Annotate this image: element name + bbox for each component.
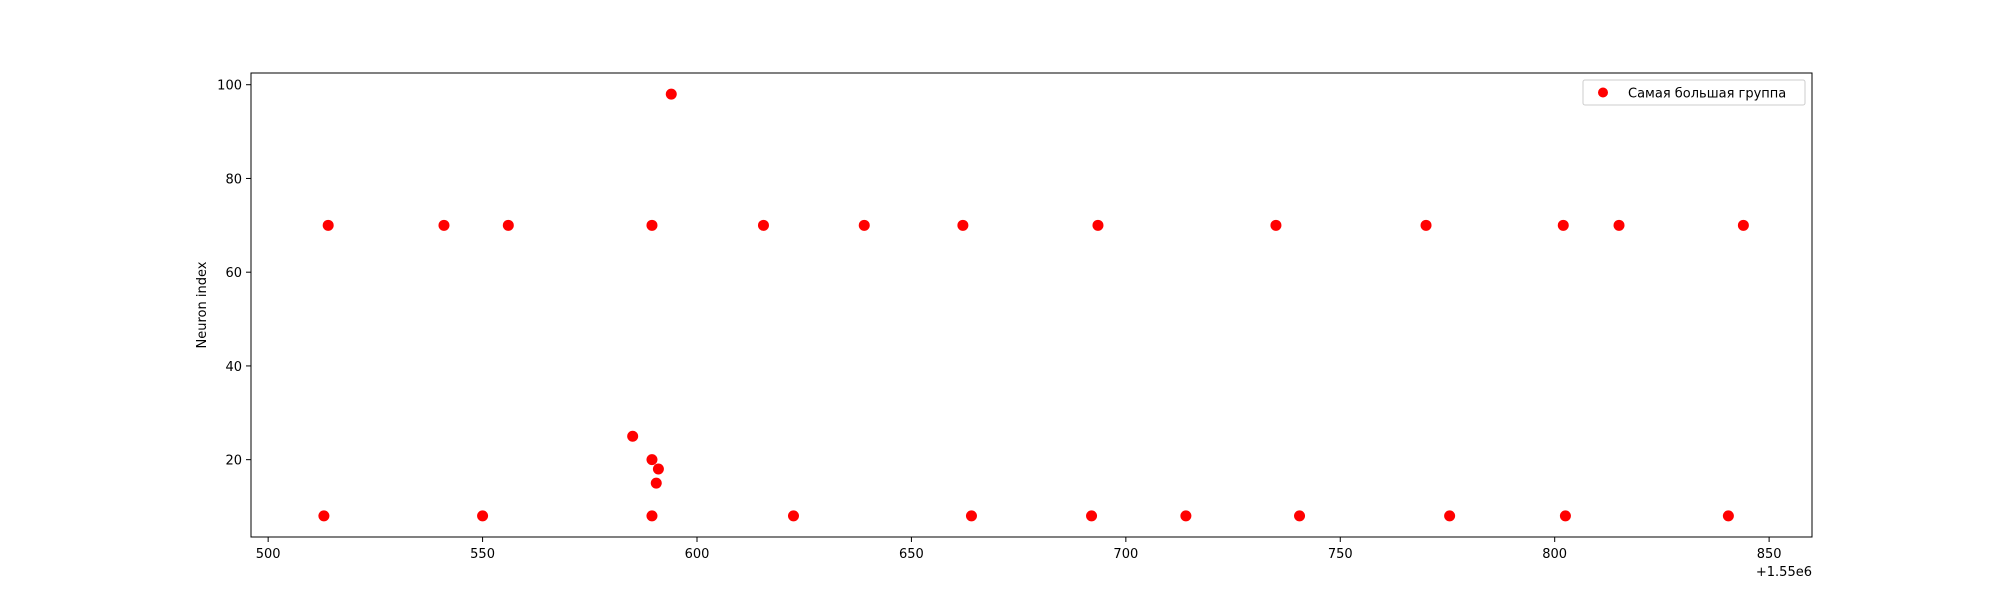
x-tick-label: 750 <box>1328 547 1353 562</box>
y-tick-label: 20 <box>225 454 242 469</box>
y-axis-label: Neuron index <box>195 261 210 348</box>
data-point <box>502 219 514 231</box>
data-point <box>1420 219 1432 231</box>
data-point <box>646 219 658 231</box>
data-point <box>1613 219 1625 231</box>
data-point <box>1722 510 1734 522</box>
data-point <box>965 510 977 522</box>
y-tick-label: 80 <box>225 172 242 187</box>
data-point <box>1294 510 1306 522</box>
y-tick-label: 100 <box>217 79 242 94</box>
y-tick-label: 60 <box>225 266 242 281</box>
data-point <box>477 510 489 522</box>
data-point <box>757 219 769 231</box>
data-point <box>627 430 639 442</box>
legend-label: Самая большая группа <box>1628 87 1786 102</box>
x-axis-offset-label: +1.55e6 <box>1756 565 1812 580</box>
legend: Самая большая группа <box>1582 79 1806 106</box>
data-point <box>1737 219 1749 231</box>
x-tick-label: 800 <box>1542 547 1567 562</box>
x-tick-label: 550 <box>470 547 495 562</box>
plot-area-frame <box>250 72 1813 538</box>
data-points <box>318 88 1749 522</box>
data-point <box>1444 510 1456 522</box>
data-point <box>1559 510 1571 522</box>
data-point <box>957 219 969 231</box>
x-tick-label: 650 <box>899 547 924 562</box>
data-point <box>318 510 330 522</box>
data-point <box>1086 510 1098 522</box>
data-point <box>787 510 799 522</box>
legend-marker <box>1598 87 1608 98</box>
x-tick-label: 500 <box>256 547 281 562</box>
data-point <box>650 477 662 489</box>
data-point <box>858 219 870 231</box>
x-tick-label: 700 <box>1113 547 1138 562</box>
data-point <box>1180 510 1192 522</box>
data-point <box>646 510 658 522</box>
legend-box <box>1582 79 1806 106</box>
data-point <box>652 463 664 475</box>
y-tick-label: 40 <box>225 360 242 375</box>
x-tick-label: 850 <box>1757 547 1782 562</box>
x-axis-ticks: 500 550 600 650 700 750 800 850 <box>256 537 1782 562</box>
data-point <box>1270 219 1282 231</box>
y-axis-ticks: 20 40 60 80 100 <box>217 79 251 469</box>
data-point <box>1557 219 1569 231</box>
data-point <box>438 219 450 231</box>
data-point <box>665 88 677 100</box>
x-tick-label: 600 <box>685 547 710 562</box>
data-point <box>1092 219 1104 231</box>
data-point <box>646 454 658 466</box>
data-point <box>322 219 334 231</box>
